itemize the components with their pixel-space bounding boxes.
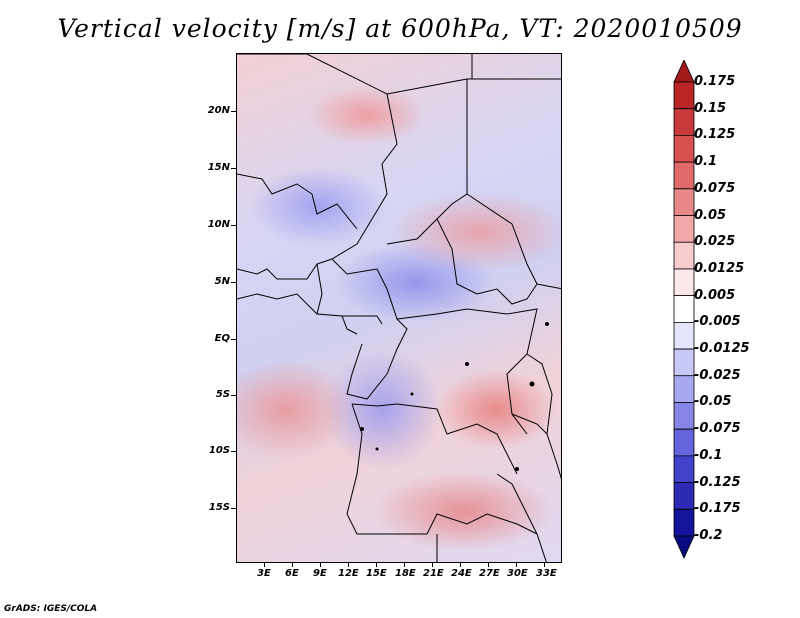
colorbar-label: 0.075 <box>694 180 736 196</box>
colorbar-label: -0.0125 <box>694 341 750 357</box>
lat-label-5n: 5N <box>214 276 230 287</box>
grads-credit: GrADS: IGES/COLA <box>4 604 98 614</box>
lat-tick <box>231 168 236 169</box>
lat-tick <box>231 339 236 340</box>
lon-tick <box>376 562 377 567</box>
colorbar-label: -0.125 <box>694 474 741 490</box>
lon-label-9e: 9E <box>313 568 327 579</box>
lon-label-3e: 3E <box>257 568 271 579</box>
lat-label-20n: 20N <box>207 105 230 116</box>
colorbar-segment <box>673 60 695 83</box>
lat-label-15n: 15N <box>207 162 230 173</box>
colorbar-segment <box>673 535 695 559</box>
colorbar-segment <box>673 215 695 243</box>
lat-tick <box>231 282 236 283</box>
lon-tick <box>292 562 293 567</box>
colorbar-label: 0.005 <box>694 287 736 303</box>
lat-label-5s: 5S <box>215 389 230 400</box>
lat-tick <box>231 451 236 452</box>
colorbar-label: -0.05 <box>694 394 732 410</box>
lon-label-27e: 27E <box>479 568 500 579</box>
colorbar-label: -0.025 <box>694 367 741 383</box>
lat-tick <box>231 508 236 509</box>
colorbar-segment <box>673 295 695 323</box>
colorbar-segment <box>673 135 695 163</box>
lon-tick <box>460 562 461 567</box>
lat-label-15s: 15S <box>208 502 230 513</box>
lon-tick <box>488 562 489 567</box>
country-boundaries <box>237 54 561 562</box>
colorbar <box>673 60 695 559</box>
lat-tick <box>231 111 236 112</box>
colorbar-label: 0.1 <box>694 154 718 170</box>
lon-label-24e: 24E <box>451 568 472 579</box>
lon-label-15e: 15E <box>366 568 387 579</box>
colorbar-segment <box>673 428 695 457</box>
lon-tick <box>320 562 321 567</box>
colorbar-segment <box>673 348 695 377</box>
lon-tick <box>544 562 545 567</box>
lon-label-6e: 6E <box>285 568 299 579</box>
lon-label-21e: 21E <box>423 568 444 579</box>
lon-label-30e: 30E <box>507 568 528 579</box>
lat-tick <box>231 395 236 396</box>
colorbar-label: -0.075 <box>694 421 741 437</box>
colorbar-segment <box>673 108 695 136</box>
lon-label-18e: 18E <box>395 568 416 579</box>
lon-tick <box>264 562 265 567</box>
lon-tick <box>404 562 405 567</box>
colorbar-label: -0.1 <box>694 447 723 463</box>
colorbar-label: 0.125 <box>694 127 736 143</box>
colorbar-label: 0.025 <box>694 234 736 250</box>
lon-label-33e: 33E <box>536 568 557 579</box>
lat-tick <box>231 225 236 226</box>
lat-label-eq: EQ <box>214 333 230 344</box>
colorbar-label: 0.05 <box>694 207 727 223</box>
colorbar-segment <box>673 268 695 297</box>
colorbar-label: -0.2 <box>694 528 723 543</box>
colorbar-label: 0.15 <box>694 100 727 116</box>
map-title: Vertical velocity [m/s] at 600hPa, VT: 2… <box>57 14 743 43</box>
lon-tick <box>432 562 433 567</box>
lon-label-12e: 12E <box>338 568 359 579</box>
colorbar-segment <box>673 241 695 270</box>
colorbar-segment <box>673 508 695 537</box>
colorbar-segment <box>673 482 695 510</box>
colorbar-label: -0.005 <box>694 314 741 330</box>
colorbar-label: 0.0125 <box>694 260 745 276</box>
lon-tick <box>348 562 349 567</box>
map-plot-area <box>236 53 562 563</box>
colorbar-segment <box>673 375 695 403</box>
colorbar-segment <box>673 455 695 483</box>
colorbar-segment <box>673 402 695 430</box>
colorbar-segment <box>673 188 695 216</box>
colorbar-label: 0.175 <box>694 74 736 89</box>
lat-label-10s: 10S <box>208 445 230 456</box>
colorbar-segment <box>673 321 695 350</box>
lon-tick <box>516 562 517 567</box>
colorbar-segment <box>673 161 695 190</box>
lat-label-10n: 10N <box>207 219 230 230</box>
colorbar-segment <box>673 81 695 110</box>
colorbar-label: -0.175 <box>694 501 741 517</box>
